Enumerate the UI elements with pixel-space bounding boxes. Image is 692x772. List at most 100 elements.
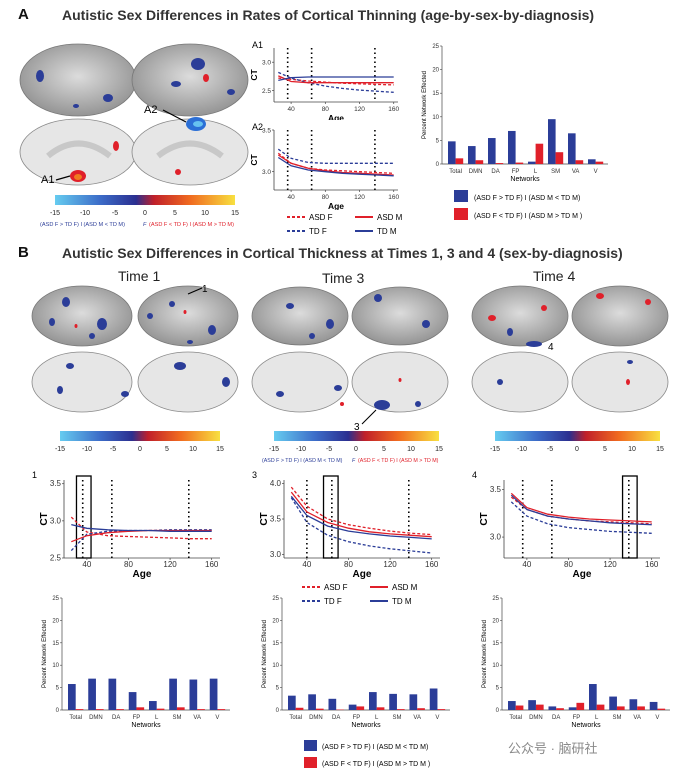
y-tick-label: 20 bbox=[52, 618, 59, 624]
bar-red bbox=[637, 706, 645, 710]
x-axis-label: Networks bbox=[351, 722, 381, 729]
cb-tick: -15 bbox=[50, 210, 60, 217]
bar-blue bbox=[308, 694, 316, 710]
x-tick-label: VA bbox=[572, 169, 580, 175]
y-tick-label: 2.5 bbox=[50, 554, 62, 563]
bar-red bbox=[455, 158, 464, 164]
bar-blue bbox=[589, 684, 597, 710]
cb-tick: -15 bbox=[55, 446, 65, 453]
cb-tick: 10 bbox=[189, 446, 197, 453]
cb-tick: -15 bbox=[490, 446, 500, 453]
bar-red bbox=[295, 707, 304, 710]
x-tick-label: 80 bbox=[322, 106, 330, 113]
legend-asd-m: ASD M bbox=[377, 213, 403, 222]
chart-b1: 1 40 80 120 160 2.5 3.0 3.5 Age CT bbox=[32, 470, 220, 580]
effect-patches bbox=[49, 297, 230, 397]
y-tick-label: 3.5 bbox=[270, 515, 282, 524]
y-tick-label: 10 bbox=[432, 115, 439, 121]
bar-blue bbox=[568, 133, 576, 164]
bar-blue bbox=[548, 119, 556, 164]
colorbar-a: -15 -10 -5 0 5 10 15 (ASD F > TD F) I (A… bbox=[40, 195, 239, 228]
colorbar-a-right-legend: (ASD F < TD F) I (ASD M > TD M) bbox=[149, 222, 234, 228]
x-tick-label: FP bbox=[573, 715, 581, 721]
brain-label-3: 3 bbox=[354, 422, 360, 433]
x-tick-label: DA bbox=[112, 715, 120, 721]
series-line-asd-m bbox=[277, 154, 394, 176]
bar-legend-red: (ASD F < TD F) I (ASD M > TD M ) bbox=[322, 761, 430, 768]
bar-blue bbox=[68, 684, 76, 710]
cb-tick: 5 bbox=[173, 210, 177, 217]
bar-blue bbox=[288, 695, 296, 710]
x-tick-label: SM bbox=[612, 715, 621, 721]
cb-tick: 15 bbox=[435, 446, 443, 453]
bar-red bbox=[595, 161, 604, 164]
cb-tick: -15 bbox=[269, 446, 279, 453]
watermark: 公众号 · 脑研社 bbox=[508, 741, 598, 756]
bar-red bbox=[356, 706, 365, 710]
x-tick-label: 120 bbox=[354, 194, 365, 201]
x-tick-label: 160 bbox=[388, 194, 399, 201]
bar-red bbox=[596, 704, 605, 710]
x-tick-label: VA bbox=[193, 715, 201, 721]
y-axis-label: CT bbox=[259, 512, 270, 525]
bar-chart-b3: 0 5 10 15 20 25 Total DMN DA FP L SM VA V Networks Perc… bbox=[262, 596, 450, 729]
x-tick-label: DA bbox=[491, 169, 499, 175]
x-axis-label: Age bbox=[328, 201, 344, 210]
bar-red bbox=[437, 709, 446, 710]
colorbar-b3-right-legend: (ASD F < TD F) I (ASD M > TD M) bbox=[358, 458, 439, 464]
x-tick-label: VA bbox=[413, 715, 421, 721]
x-tick-label: L bbox=[534, 169, 538, 175]
bar-red bbox=[136, 707, 145, 710]
colorbar-b3: -15 -10 -5 0 5 10 15 (ASD F > TD F) I (A… bbox=[262, 431, 443, 464]
bar-blue bbox=[488, 138, 496, 164]
bar-red bbox=[555, 152, 564, 164]
x-tick-label: 80 bbox=[322, 194, 330, 201]
legend-td-m: TD M bbox=[392, 597, 412, 606]
section-b-title: Autistic Sex Differences in Cortical Thi… bbox=[62, 245, 623, 261]
y-tick-label: 0 bbox=[56, 708, 60, 714]
y-axis-label: CT bbox=[249, 69, 259, 81]
series-line-td-f bbox=[290, 497, 432, 554]
series-line-asd-f bbox=[510, 496, 652, 525]
bar-red bbox=[417, 708, 425, 710]
chart-panel-label: 1 bbox=[32, 470, 37, 480]
y-tick-label: 3.5 bbox=[262, 128, 271, 135]
bar-blue bbox=[108, 678, 117, 710]
bar-red bbox=[176, 707, 185, 710]
brain-label-a2: A2 bbox=[144, 104, 157, 116]
bar-red bbox=[475, 160, 484, 164]
y-tick-label: 5 bbox=[276, 686, 280, 692]
series-line-td-f bbox=[278, 71, 394, 93]
bar-blue bbox=[528, 700, 536, 710]
cb-tick: -10 bbox=[82, 446, 92, 453]
bar-blue bbox=[649, 701, 658, 710]
y-tick-label: 3.0 bbox=[262, 60, 271, 67]
time-1-label: Time 1 bbox=[118, 268, 161, 284]
y-tick-label: 3.0 bbox=[490, 533, 502, 542]
bar-legend-blue: (ASD F > TD F) I (ASD M < TD M) bbox=[322, 744, 428, 751]
bar-red bbox=[217, 709, 226, 710]
series-line-asd-m bbox=[71, 529, 212, 543]
bar-blue bbox=[468, 146, 476, 164]
x-axis-label: Age bbox=[328, 113, 344, 120]
x-tick-label: L bbox=[375, 715, 379, 721]
y-tick-label: 15 bbox=[52, 641, 59, 647]
y-tick-label: 25 bbox=[52, 596, 59, 602]
x-tick-label: V bbox=[655, 715, 659, 721]
x-tick-label: DMN bbox=[309, 715, 323, 721]
brain-label-a1: A1 bbox=[41, 174, 54, 186]
bar-blue bbox=[389, 693, 397, 710]
bar-red bbox=[75, 709, 84, 710]
line-legend-b: ASD F ASD M TD F TD M bbox=[302, 583, 418, 606]
x-tick-label: Total bbox=[509, 715, 522, 721]
chart-panel-label: A1 bbox=[252, 40, 263, 50]
y-tick-label: 3.5 bbox=[50, 479, 62, 488]
y-tick-label: 5 bbox=[496, 686, 500, 692]
chart-panel-label: 3 bbox=[252, 470, 257, 480]
bar-blue bbox=[88, 678, 96, 710]
cb-tick: 0 bbox=[138, 446, 142, 453]
x-tick-label: SM bbox=[392, 715, 401, 721]
bar-red bbox=[95, 709, 104, 710]
y-tick-label: 0 bbox=[436, 162, 440, 168]
bar-blue bbox=[149, 701, 157, 710]
